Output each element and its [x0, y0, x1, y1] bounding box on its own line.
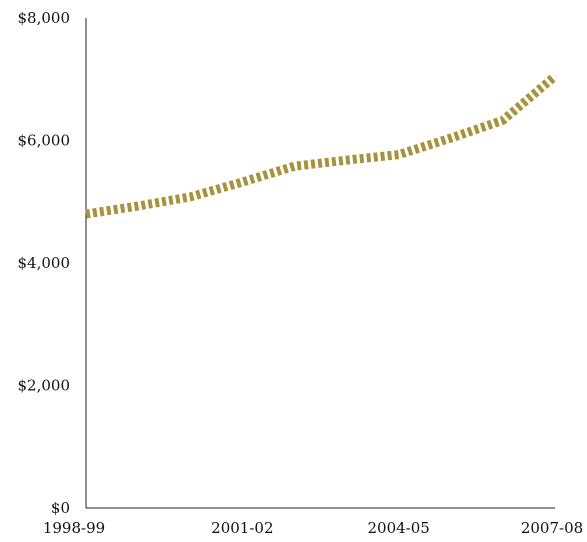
- x-tick-label: 2001-02: [211, 519, 273, 537]
- y-tick-label: $2,000: [18, 377, 71, 395]
- x-tick-label: 1998-99: [43, 519, 105, 537]
- x-tick-label: 2007-08: [521, 519, 583, 537]
- series-line: [85, 72, 558, 219]
- x-tick-labels: 1998-99 2001-02 2004-05 2007-08: [43, 519, 583, 537]
- x-tick-label: 2004-05: [367, 519, 429, 537]
- y-tick-label: $0: [51, 499, 70, 517]
- y-tick-label: $8,000: [18, 9, 71, 27]
- axes: [85, 18, 555, 509]
- y-tick-label: $6,000: [18, 132, 71, 150]
- y-tick-labels: $0 $2,000 $4,000 $6,000 $8,000: [18, 9, 71, 517]
- series-group: [85, 72, 558, 219]
- y-tick-label: $4,000: [18, 254, 71, 272]
